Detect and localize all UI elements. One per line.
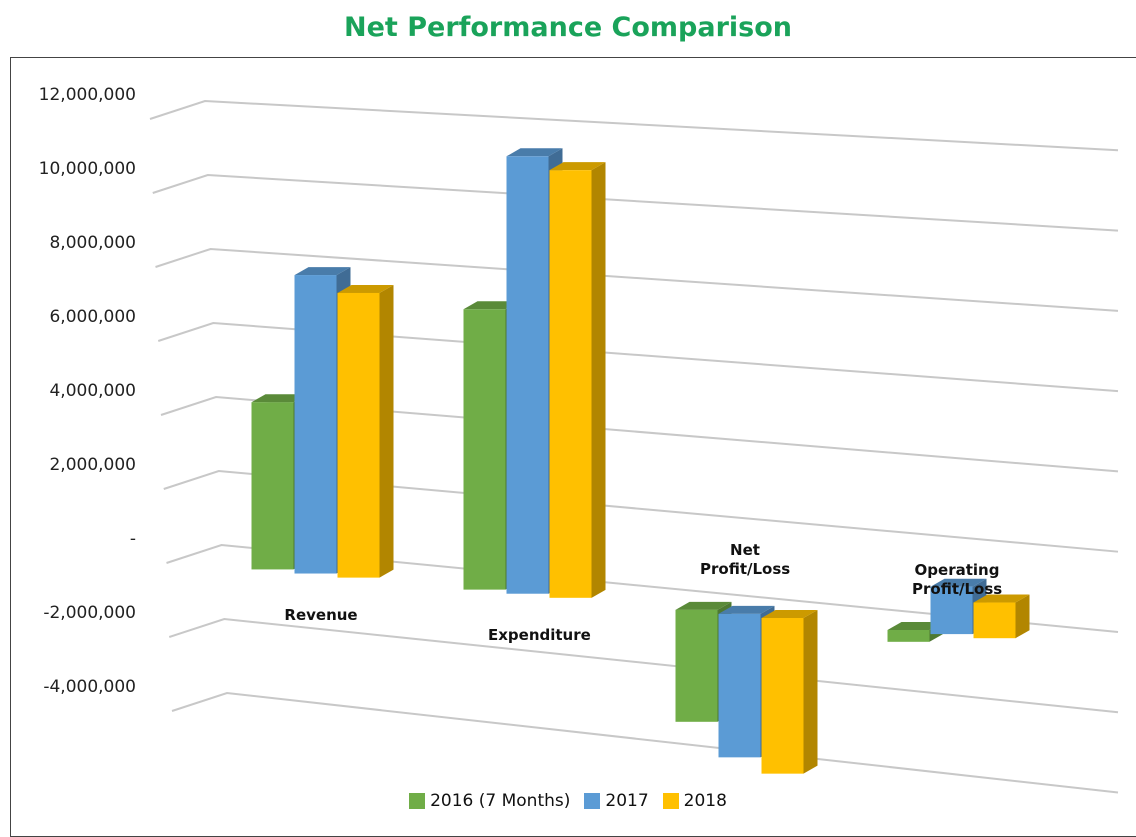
bar-top bbox=[463, 301, 520, 310]
legend-label: 2016 (7 Months) bbox=[430, 791, 571, 811]
x-tick-label: Expenditure bbox=[488, 625, 591, 644]
legend-swatch bbox=[662, 793, 679, 809]
chart: -4,000,000-2,000,000-2,000,0004,000,0006… bbox=[39, 85, 1119, 794]
bar bbox=[973, 594, 1030, 639]
bar-front bbox=[761, 618, 804, 774]
y-tick-label: 8,000,000 bbox=[49, 233, 136, 253]
bar bbox=[549, 162, 606, 598]
bar bbox=[761, 610, 818, 774]
y-tick-label: 10,000,000 bbox=[39, 159, 136, 179]
bar-top bbox=[294, 267, 351, 276]
bar-front bbox=[675, 609, 718, 722]
bar-front bbox=[887, 630, 930, 642]
y-tick-label: 6,000,000 bbox=[49, 307, 136, 327]
bar-front bbox=[930, 586, 973, 635]
bar-front bbox=[251, 402, 294, 570]
bar-side bbox=[591, 162, 606, 598]
legend-item: 2017 bbox=[584, 791, 649, 811]
legend-item: 2018 bbox=[662, 791, 727, 811]
grid-line bbox=[157, 321, 1119, 393]
y-tick-label: 12,000,000 bbox=[39, 85, 136, 105]
grid-line bbox=[155, 247, 1119, 312]
bar-top bbox=[337, 284, 394, 293]
legend-label: 2018 bbox=[683, 791, 727, 811]
x-tick-label: Net Profit/Loss bbox=[700, 540, 791, 578]
bar-front bbox=[463, 309, 506, 590]
bar-side bbox=[803, 610, 818, 774]
bar-front bbox=[506, 156, 549, 594]
x-tick-label: Revenue bbox=[284, 605, 358, 624]
grid-line bbox=[149, 99, 1119, 152]
grid-line bbox=[163, 469, 1119, 553]
y-tick-label: - bbox=[130, 529, 136, 549]
bar-front bbox=[337, 292, 380, 578]
bar-side bbox=[379, 284, 394, 578]
legend-swatch bbox=[584, 793, 601, 809]
bar-top bbox=[506, 148, 563, 157]
grid-line bbox=[160, 395, 1119, 473]
bar bbox=[337, 284, 394, 578]
bar-top bbox=[887, 622, 944, 631]
legend-swatch bbox=[409, 793, 426, 809]
bar-front bbox=[294, 275, 337, 574]
bar-front bbox=[549, 170, 592, 598]
y-tick-label: -4,000,000 bbox=[43, 677, 136, 697]
grid-line bbox=[168, 617, 1119, 714]
bar-top bbox=[251, 394, 308, 403]
x-tick-label: Operating Profit/Loss bbox=[912, 561, 1003, 599]
legend-label: 2017 bbox=[605, 791, 649, 811]
y-tick-label: 4,000,000 bbox=[49, 381, 136, 401]
grid-line bbox=[166, 543, 1119, 633]
grid-line bbox=[171, 691, 1119, 794]
bar-side bbox=[1015, 594, 1030, 639]
bar-front bbox=[718, 613, 761, 758]
legend: 2016 (7 Months) 2017 2018 bbox=[0, 791, 1136, 811]
bar-top bbox=[973, 594, 1030, 603]
bar-front bbox=[973, 602, 1016, 639]
chart-title: Net Performance Comparison bbox=[344, 12, 792, 43]
bar-top bbox=[549, 162, 606, 171]
grid-line bbox=[152, 173, 1119, 232]
y-tick-label: 2,000,000 bbox=[49, 455, 136, 475]
bar-top bbox=[761, 610, 818, 619]
y-tick-label: -2,000,000 bbox=[43, 603, 136, 623]
page: {"chart_data": {"type": "bar3d", "title"… bbox=[0, 12, 1136, 837]
bar-top bbox=[930, 578, 987, 587]
bar-top bbox=[718, 605, 775, 614]
legend-item: 2016 (7 Months) bbox=[409, 791, 570, 811]
bar-top bbox=[675, 601, 732, 610]
